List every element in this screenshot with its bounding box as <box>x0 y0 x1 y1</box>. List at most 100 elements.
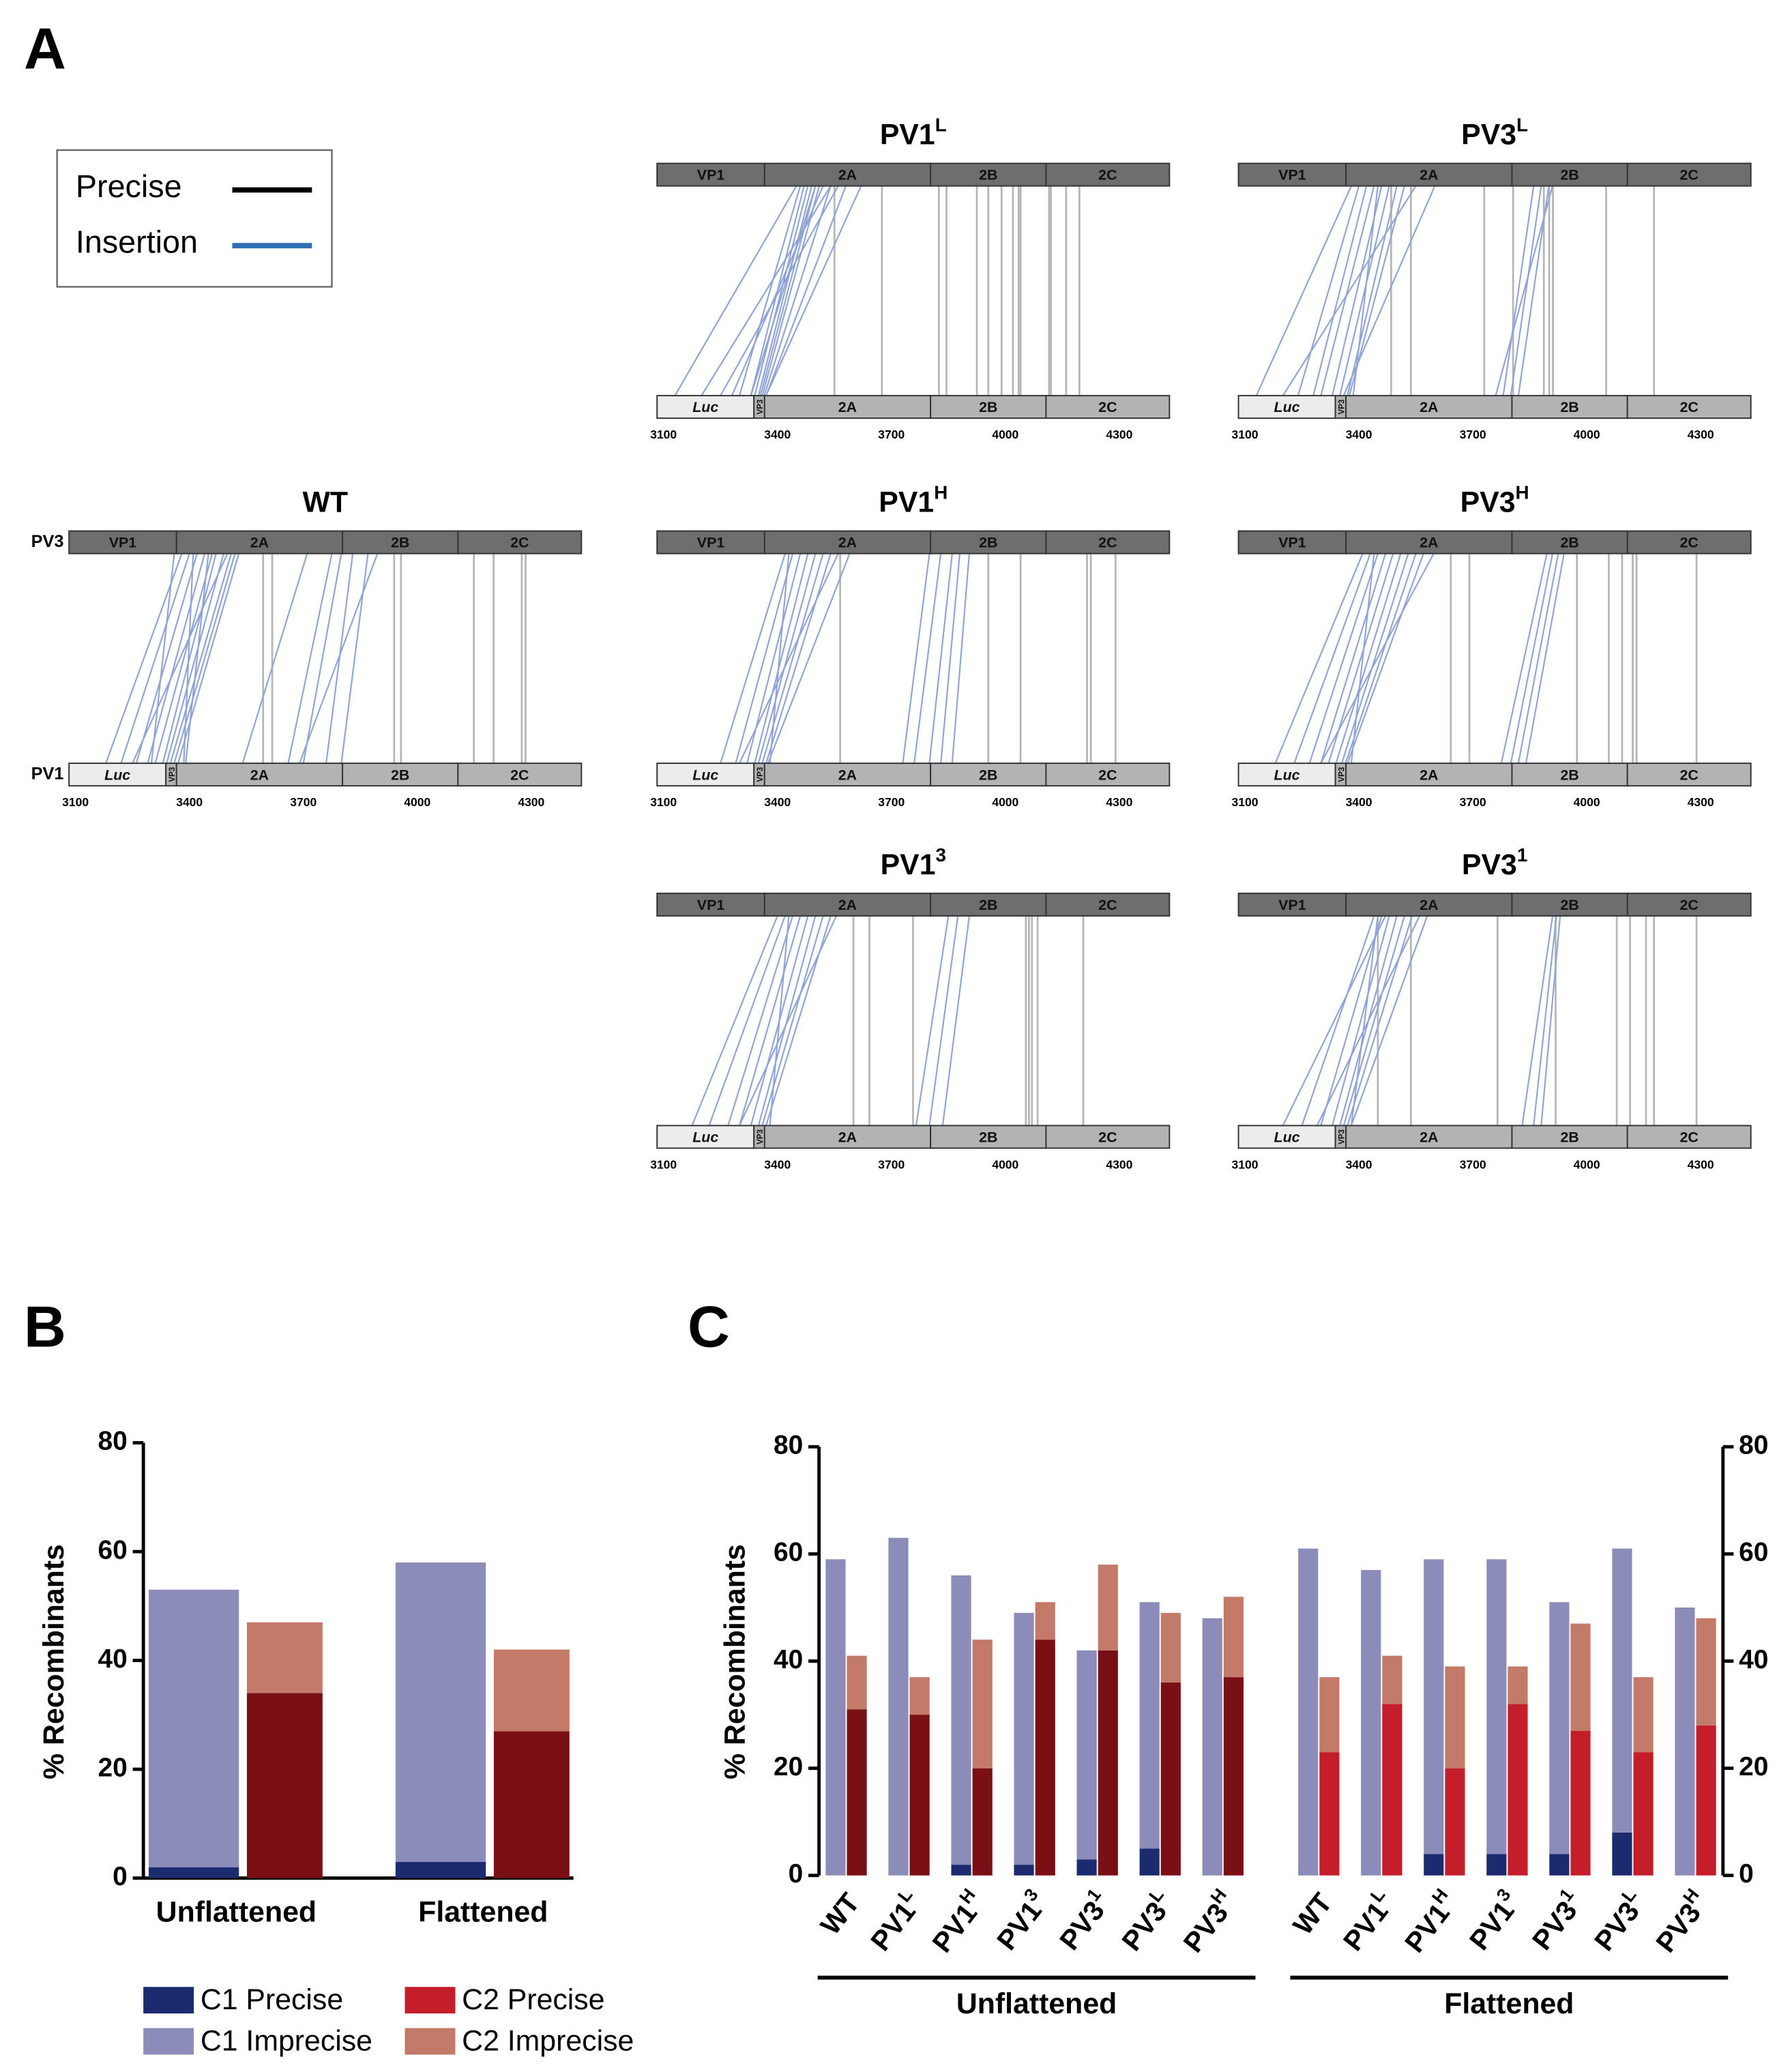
insertion-junction <box>1301 915 1375 1126</box>
insertion-junction <box>739 553 839 764</box>
bar-segment <box>909 1715 930 1876</box>
insertion-junction <box>902 553 930 764</box>
x-tick-label-base: PV3 <box>1588 1896 1645 1957</box>
segment-label: 2B <box>979 535 997 551</box>
row-label: PV1 <box>31 764 64 783</box>
insertion-junction <box>1342 915 1405 1126</box>
insertion-junction <box>765 186 862 396</box>
segment-label: 2A <box>838 167 857 183</box>
x-tick-label: 4000 <box>992 1157 1018 1171</box>
genome-segment <box>1511 395 1628 419</box>
genome-segment <box>1626 530 1752 554</box>
segment-label: 2A <box>1420 399 1438 415</box>
segment-label: 2A <box>838 399 857 415</box>
genome-segment <box>68 530 177 554</box>
segment-label: 2A <box>1420 1129 1438 1145</box>
x-tick-label: 3100 <box>1232 1157 1259 1171</box>
bar-segment <box>1445 1666 1465 1768</box>
x-tick-label: Unflattened <box>156 1896 317 1929</box>
bar-segment <box>847 1709 867 1876</box>
segment-label: 2C <box>510 535 529 551</box>
insertion-junction <box>765 553 832 764</box>
segment-label: 2B <box>979 897 997 913</box>
insertion-junction <box>941 915 970 1126</box>
segment-label: 2A <box>838 535 857 551</box>
insertion-junction <box>720 553 786 764</box>
x-tick-label: 4300 <box>1688 428 1714 441</box>
segment-label: 2B <box>1560 167 1578 183</box>
insertion-junction <box>162 553 217 764</box>
bar-segment <box>148 1867 239 1878</box>
insertion-junction <box>1320 553 1435 764</box>
map-title: PV1H <box>879 482 948 519</box>
segment-label: 2C <box>1098 535 1117 551</box>
segment-label: Luc <box>104 767 130 783</box>
genome-segment <box>763 1125 932 1149</box>
bar-segment <box>246 1622 323 1693</box>
insertion-junction <box>1350 915 1379 1126</box>
legend-swatch <box>405 1987 456 2014</box>
genome-segment <box>342 530 459 554</box>
segment-label: Luc <box>692 1129 718 1145</box>
bar-segment <box>1098 1650 1118 1876</box>
segment-label: 2A <box>1420 167 1438 183</box>
insertion-junction <box>1308 553 1379 764</box>
insertion-junction <box>177 553 240 764</box>
insertion-junction <box>1533 915 1557 1126</box>
segment-label: 2B <box>391 767 409 783</box>
x-tick-label: 3400 <box>1346 795 1372 809</box>
bar-segment <box>1160 1682 1181 1876</box>
insertion-junction <box>754 553 809 764</box>
y-tick-label: 20 <box>98 1753 128 1782</box>
insertion-junction <box>1350 553 1375 764</box>
x-tick-label: PV13 <box>987 1884 1053 1955</box>
bar-segment <box>951 1865 971 1876</box>
segment-label: 2C <box>1098 767 1117 783</box>
segment-label: Luc <box>1274 767 1300 783</box>
x-tick-label: PV31 <box>1523 1884 1589 1956</box>
x-tick-label: 3100 <box>1232 428 1259 441</box>
x-tick-label: WT <box>1287 1887 1338 1940</box>
insertion-junction <box>1316 915 1421 1126</box>
bar-segment <box>1633 1677 1654 1753</box>
genome-segment <box>930 162 1047 187</box>
bar-segment <box>1486 1854 1507 1876</box>
insertion-junction <box>757 186 812 396</box>
insertion-junction <box>1350 915 1428 1126</box>
segment-label: Luc <box>1274 399 1300 415</box>
panel-label: B <box>24 1294 66 1360</box>
insertion-junction <box>1293 553 1371 764</box>
y-tick-label: 40 <box>1739 1645 1768 1674</box>
insertion-junction <box>951 553 970 764</box>
map-title: PV3H <box>1460 482 1529 519</box>
x-tick-label: 3700 <box>1460 428 1486 441</box>
insertion-junction <box>1282 186 1417 396</box>
genome-segment <box>656 763 755 787</box>
insertion-junction <box>1335 553 1402 764</box>
bar-segment <box>1508 1704 1528 1876</box>
segment-label: VP3 <box>756 1129 765 1144</box>
insertion-junction <box>928 553 953 764</box>
x-tick-label-base: PV3 <box>1115 1896 1173 1957</box>
x-tick-label-base: PV1 <box>1463 1895 1521 1955</box>
x-tick-label-base: PV3 <box>1053 1895 1111 1955</box>
group-label: Unflattened <box>956 1987 1117 2020</box>
insertion-junction <box>674 186 797 396</box>
insertion-junction <box>763 186 832 396</box>
insertion-junction <box>739 915 838 1126</box>
insertion-junction <box>731 186 824 396</box>
segment-label: VP3 <box>756 399 765 415</box>
insertion-junction <box>105 553 183 764</box>
insertion-junction <box>1347 915 1413 1126</box>
legend-label: C2 Precise <box>462 1983 604 2016</box>
insertion-junction <box>1352 186 1379 396</box>
insertion-junction <box>169 553 232 764</box>
insertion-junction <box>915 915 950 1126</box>
bar-segment <box>1696 1725 1716 1876</box>
segment-label: 2A <box>1420 535 1438 551</box>
genome-segment <box>656 530 765 554</box>
x-tick-label: 3700 <box>878 795 905 809</box>
genome-segment <box>68 763 167 787</box>
segment-label: 2B <box>1560 399 1578 415</box>
